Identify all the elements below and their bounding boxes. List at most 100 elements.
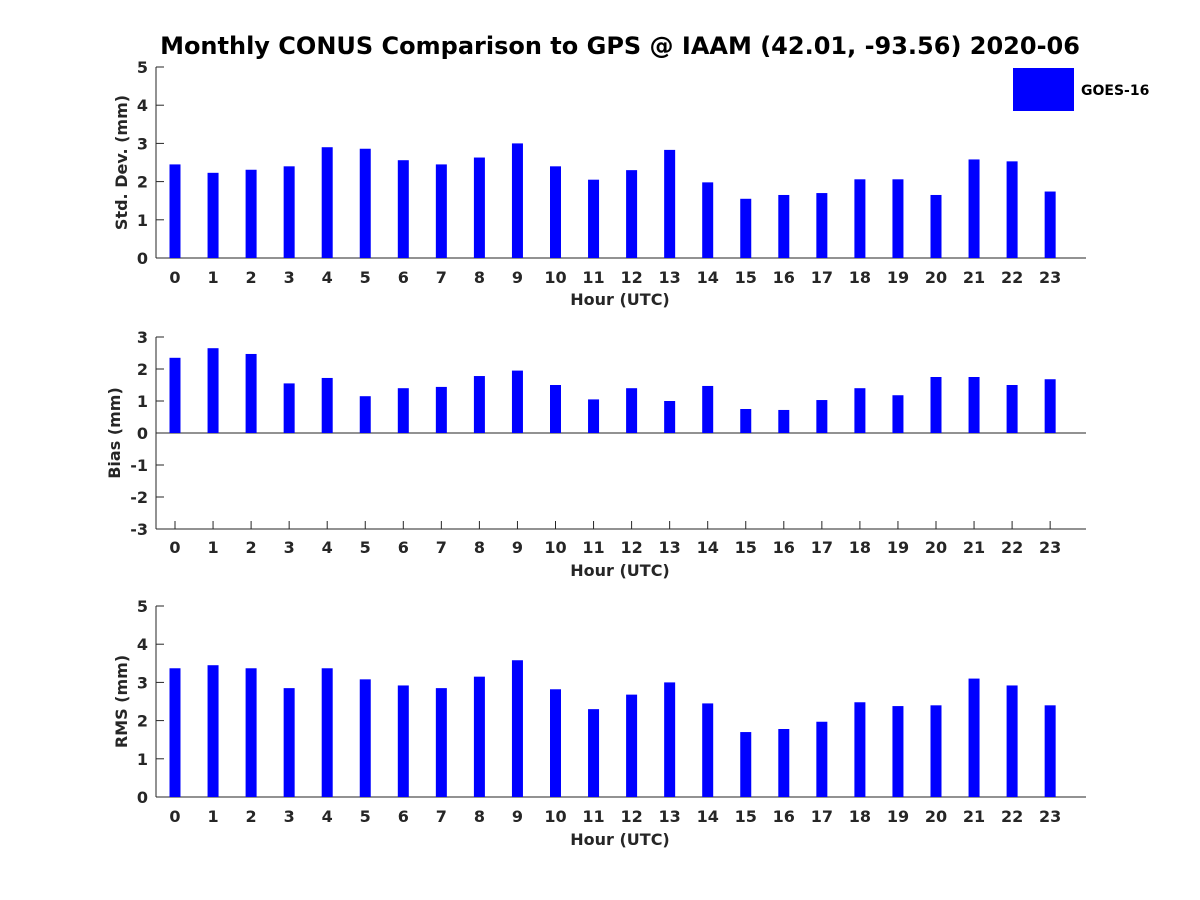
bias-bar: [1044, 379, 1056, 433]
std-dev-bar: [816, 193, 828, 258]
std-dev-bar: [207, 172, 219, 258]
rms-bar: [1044, 705, 1056, 797]
bias-bar: [321, 377, 333, 433]
std-dev-bar: [435, 164, 447, 258]
std-dev-bar: [892, 179, 904, 258]
rms-x-tick-label: 14: [697, 807, 719, 826]
rms-bar: [550, 689, 561, 797]
bias-bar: [1006, 385, 1018, 433]
bias-bar: [169, 357, 181, 433]
rms-x-tick-label: 7: [436, 807, 447, 826]
rms-x-tick-label: 18: [849, 807, 871, 826]
std-dev-x-tick-label: 12: [620, 268, 642, 287]
rms-bar: [321, 668, 333, 797]
bias-x-tick-label: 0: [169, 538, 180, 557]
bias-bar: [511, 370, 523, 433]
bias-x-tick-label: 16: [773, 538, 795, 557]
rms-y-axis-label: RMS (mm): [112, 655, 131, 748]
rms-bar: [435, 688, 447, 797]
rms-x-tick-label: 13: [659, 807, 681, 826]
bias-x-tick-label: 7: [436, 538, 447, 557]
bias-y-tick-label: -2: [130, 488, 148, 507]
std-dev-x-tick-label: 8: [474, 268, 485, 287]
rms-x-tick-label: 8: [474, 807, 485, 826]
std-dev-x-axis-label: Hour (UTC): [570, 290, 670, 309]
std-dev-bar: [968, 159, 980, 258]
bias-y-tick-label: -1: [130, 456, 148, 475]
std-dev-bar: [473, 157, 485, 258]
std-dev-x-tick-label: 15: [735, 268, 757, 287]
std-dev-x-tick-label: 7: [436, 268, 447, 287]
bias-x-tick-label: 13: [659, 538, 681, 557]
legend-label: GOES-16: [1081, 83, 1149, 99]
std-dev-x-tick-label: 20: [925, 268, 947, 287]
std-dev-y-tick-label: 0: [137, 249, 148, 268]
bias-bar: [626, 388, 638, 433]
bias-x-tick-label: 23: [1039, 538, 1061, 557]
rms-x-tick-label: 1: [207, 807, 218, 826]
rms-y-tick-label: 0: [137, 788, 148, 807]
rms-bar: [283, 688, 295, 797]
rms-x-tick-label: 6: [398, 807, 409, 826]
std-dev-bar: [626, 170, 638, 258]
rms-x-tick-label: 11: [582, 807, 604, 826]
rms-bar: [397, 685, 409, 797]
bias-y-tick-label: 2: [137, 360, 148, 379]
bias-x-tick-label: 20: [925, 538, 947, 557]
rms-bar: [359, 679, 371, 797]
rms-x-tick-label: 23: [1039, 807, 1061, 826]
bias-bar: [968, 377, 980, 433]
rms-y-tick-label: 4: [137, 635, 148, 654]
bias-x-tick-label: 6: [398, 538, 409, 557]
std-dev-x-tick-label: 18: [849, 268, 871, 287]
bias-bar: [892, 395, 904, 433]
bias-bar: [550, 385, 561, 433]
std-dev-bar: [169, 164, 181, 258]
bias-x-tick-label: 3: [284, 538, 295, 557]
bias-bar: [283, 383, 295, 433]
rms-bar: [207, 665, 219, 797]
rms-x-tick-label: 9: [512, 807, 523, 826]
bias-bar: [435, 386, 447, 433]
std-dev-bar: [930, 194, 942, 258]
bias-x-tick-label: 22: [1001, 538, 1023, 557]
rms-x-tick-label: 3: [284, 807, 295, 826]
bias-y-tick-label: 0: [137, 424, 148, 443]
std-dev-y-tick-label: 1: [137, 211, 148, 230]
std-dev-x-tick-label: 11: [582, 268, 604, 287]
std-dev-bar: [511, 143, 523, 258]
std-dev-bar: [245, 169, 257, 258]
std-dev-x-tick-label: 0: [169, 268, 180, 287]
bias-bar: [778, 409, 790, 433]
bias-x-tick-label: 12: [620, 538, 642, 557]
std-dev-bar: [397, 160, 409, 258]
rms-bar: [892, 706, 904, 797]
bias-bar: [664, 401, 676, 433]
bias-bar: [930, 377, 942, 433]
chart-title: Monthly CONUS Comparison to GPS @ IAAM (…: [160, 32, 1080, 60]
std-dev-bar: [664, 149, 676, 258]
rms-y-tick-label: 1: [137, 750, 148, 769]
rms-bar: [169, 668, 181, 797]
rms-bar: [626, 694, 638, 797]
bias-bar: [854, 388, 866, 433]
bias-x-tick-label: 17: [811, 538, 833, 557]
bias-x-tick-label: 8: [474, 538, 485, 557]
std-dev-x-tick-label: 23: [1039, 268, 1061, 287]
rms-x-tick-label: 20: [925, 807, 947, 826]
std-dev-bar: [740, 198, 752, 258]
bias-x-tick-label: 9: [512, 538, 523, 557]
bias-y-axis-label: Bias (mm): [105, 387, 124, 479]
std-dev-x-tick-label: 21: [963, 268, 985, 287]
rms-bar: [968, 678, 980, 797]
rms-bar: [816, 721, 828, 797]
std-dev-x-tick-label: 2: [246, 268, 257, 287]
legend-swatch: [1013, 68, 1074, 111]
rms-x-tick-label: 15: [735, 807, 757, 826]
rms-bar: [511, 660, 523, 797]
std-dev-x-tick-label: 4: [322, 268, 333, 287]
rms-bar: [778, 729, 790, 797]
std-dev-bar: [321, 147, 333, 258]
